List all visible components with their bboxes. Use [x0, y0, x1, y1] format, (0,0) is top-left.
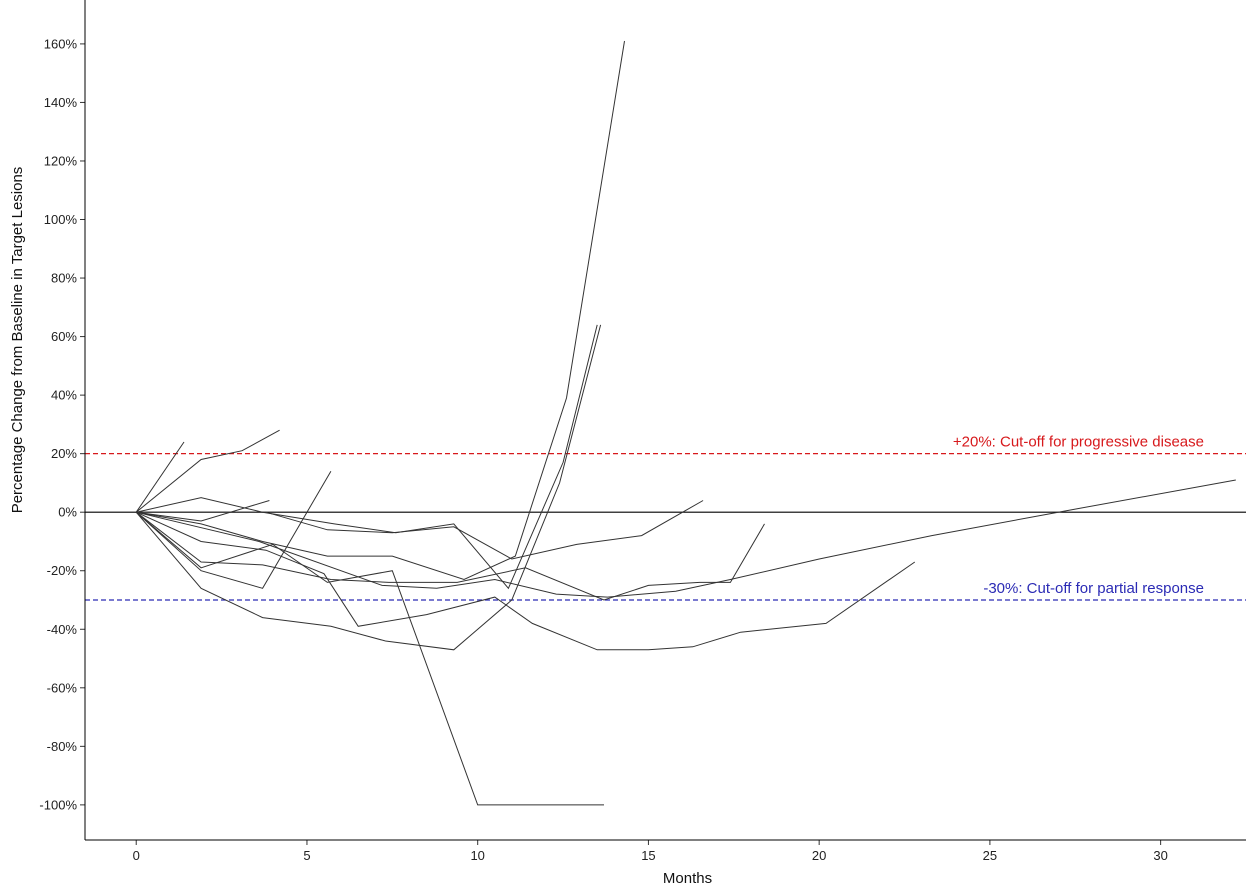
y-tick-label: 160%: [44, 36, 78, 51]
x-tick-label: 15: [641, 848, 655, 863]
x-tick-label: 10: [470, 848, 484, 863]
x-tick-label: 20: [812, 848, 826, 863]
y-tick-label: 40%: [51, 388, 77, 403]
reference-line-label: +20%: Cut-off for progressive disease: [953, 434, 1204, 451]
y-tick-label: 20%: [51, 446, 77, 461]
y-tick-label: 140%: [44, 95, 78, 110]
series-line: [135, 511, 604, 806]
series-line: [135, 511, 916, 651]
series-line: [136, 40, 625, 581]
y-tick-label: -40%: [47, 622, 78, 637]
series-line: [136, 324, 598, 590]
y-axis-ticks: -100% -80% -60% -40% -20% 0% 20% 40% 60% 80% 100% 1…: [39, 36, 85, 812]
x-tick-label: 25: [983, 848, 997, 863]
x-axis-ticks: 0 5 10 15 20 25 30: [133, 840, 1168, 863]
y-tick-label: -100%: [39, 797, 77, 812]
x-tick-label: 30: [1153, 848, 1167, 863]
x-axis-title: Months: [663, 870, 712, 887]
series-line: [135, 441, 185, 513]
series-line: [135, 429, 280, 513]
reference-lines: +20%: Cut-off for progressive disease -30…: [85, 434, 1246, 601]
y-tick-label: 60%: [51, 329, 77, 344]
y-tick-label: -80%: [47, 739, 78, 754]
y-tick-label: 120%: [44, 153, 78, 168]
y-tick-label: -60%: [47, 680, 78, 695]
y-axis-title: Percentage Change from Baseline in Targe…: [9, 167, 26, 514]
series-line: [136, 479, 1236, 598]
x-tick-label: 5: [303, 848, 310, 863]
y-tick-label: 0%: [58, 505, 77, 520]
y-tick-label: 100%: [44, 212, 78, 227]
y-tick-label: 80%: [51, 271, 77, 286]
y-tick-label: -20%: [47, 563, 78, 578]
series-line: [135, 324, 602, 651]
series-line: [135, 470, 332, 589]
x-tick-label: 0: [133, 848, 140, 863]
series-line: [136, 500, 270, 522]
reference-line-label: -30%: Cut-off for partial response: [983, 580, 1204, 597]
series-line: [135, 511, 765, 601]
series-line: [136, 500, 704, 560]
series-lines: [135, 40, 1236, 806]
